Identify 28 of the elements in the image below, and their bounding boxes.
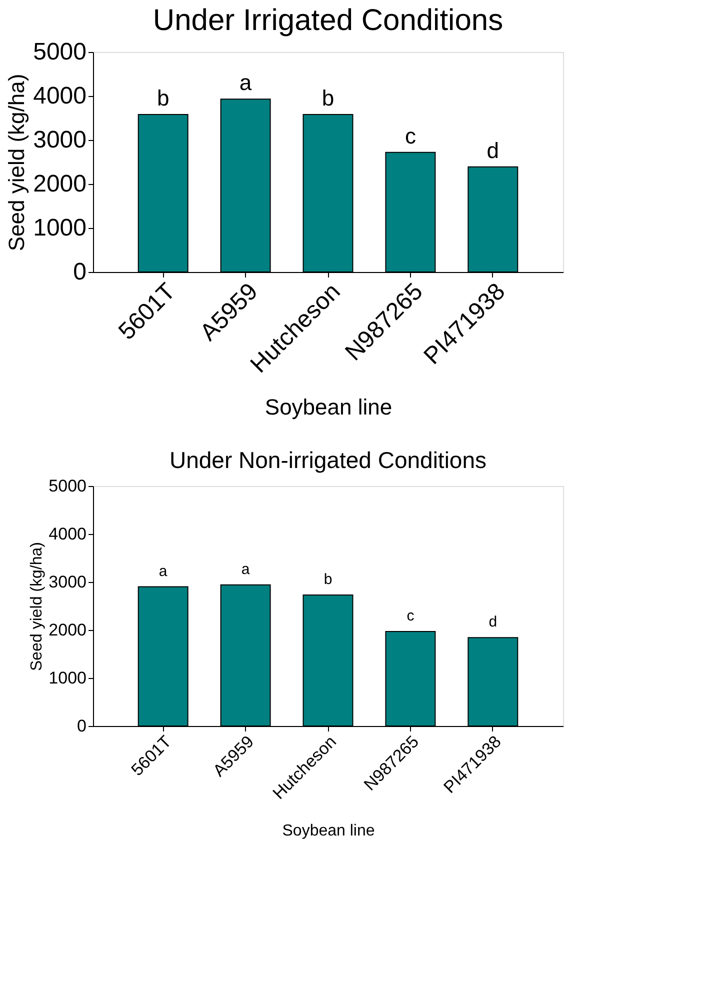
y-tick-label: 5000	[33, 38, 86, 66]
y-tick-label: 4000	[48, 524, 86, 544]
annotation: d	[486, 138, 500, 163]
annotation: a	[158, 562, 168, 580]
y-axis-title: Seed yield (kg/ha)	[28, 542, 46, 671]
y-tick-label: 3000	[33, 126, 86, 154]
chart-title: Under Irrigated Conditions	[152, 4, 504, 37]
y-tick-label: 5000	[48, 476, 86, 496]
annotation: a	[239, 70, 252, 96]
y-tick-label: 4000	[33, 82, 86, 110]
x-axis-title: Soybean line	[282, 822, 375, 840]
y-tick-label: 0	[73, 258, 86, 286]
y-tick-label: 2000	[33, 170, 86, 198]
y-tick-label: 3000	[48, 572, 86, 592]
annotation: b	[324, 570, 332, 588]
annotation: b	[156, 85, 170, 110]
y-axis-title: Seed yield (kg/ha)	[4, 74, 30, 252]
annotation: c	[406, 607, 415, 624]
y-tick-label: 1000	[48, 668, 86, 688]
annotation: b	[322, 85, 334, 110]
y-tick-label: 0	[77, 716, 86, 736]
y-tick-label: 1000	[33, 214, 86, 242]
annotation: a	[241, 560, 250, 578]
y-tick-label: 2000	[48, 620, 86, 640]
x-axis-title: Soybean line	[264, 394, 392, 420]
chart-title: Under Non-irrigated Conditions	[169, 447, 487, 473]
annotation: d	[488, 614, 498, 631]
annotation: c	[404, 123, 416, 148]
